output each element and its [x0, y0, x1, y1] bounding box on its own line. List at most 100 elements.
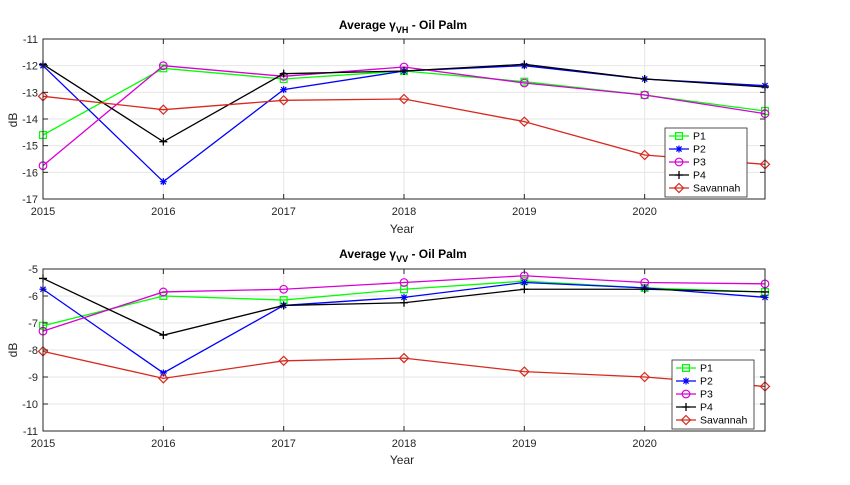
legend-label: P3 [700, 389, 713, 401]
y-tick-label: -14 [22, 114, 38, 126]
y-tick-label: -15 [22, 141, 38, 153]
data-point [278, 355, 290, 367]
series-p4 [39, 274, 769, 340]
x-tick-label: 2019 [512, 206, 536, 218]
data-point [159, 331, 168, 340]
data-point [158, 287, 168, 297]
series-line [42, 95, 766, 165]
series-line [42, 275, 766, 332]
y-axis-label: dB [6, 113, 20, 128]
legend-marker [681, 389, 691, 399]
data-point [157, 373, 169, 384]
legend-entry: P2 [676, 376, 713, 388]
data-point [518, 116, 530, 128]
x-tick-label: 2016 [151, 206, 175, 218]
data-point [279, 69, 288, 78]
data-point [279, 301, 288, 310]
y-axis-label: dB [6, 343, 20, 358]
data-point [639, 149, 651, 161]
legend-marker [675, 145, 683, 153]
data-point [520, 285, 529, 294]
x-axis-label: Year [390, 222, 414, 236]
data-point [279, 284, 289, 294]
legend-entry: P4 [676, 402, 713, 414]
legend-label: Savannah [700, 415, 747, 427]
legend-label: P1 [693, 131, 706, 143]
x-tick-label: 2017 [271, 438, 295, 450]
data-point [639, 371, 651, 383]
y-tick-label: -13 [22, 87, 38, 99]
data-point [519, 78, 529, 88]
data-point [157, 104, 169, 116]
legend-entry: P3 [676, 389, 713, 401]
x-tick-label: 2019 [512, 438, 536, 450]
data-point [518, 366, 530, 377]
chart-vh: Average γVH - Oil Palm 2015 2016 2017 2018 2… [6, 18, 771, 236]
legend-label: Savannah [693, 183, 740, 195]
x-tick-label: 2020 [632, 206, 656, 218]
data-point [399, 278, 409, 287]
data-point [400, 67, 408, 75]
legend-label: P4 [700, 402, 713, 414]
chart-title: Average γVH - Oil Palm [339, 18, 467, 35]
data-point [159, 178, 167, 186]
y-tick-label: -7 [28, 318, 38, 330]
legend-label: P1 [700, 363, 713, 375]
data-point [398, 93, 410, 105]
x-tick-label: 2015 [31, 438, 55, 450]
legend-entry: P1 [669, 131, 706, 143]
legend-marker [682, 403, 690, 411]
data-point [640, 285, 649, 294]
y-tick-label: -17 [22, 194, 38, 206]
data-point [520, 279, 528, 286]
legend-label: P3 [693, 157, 706, 169]
data-point [398, 352, 410, 364]
legend-marker [682, 377, 690, 385]
legend-label: P2 [693, 144, 706, 156]
legend-marker [674, 132, 683, 141]
series-savannah [37, 90, 771, 170]
y-tick-label: -11 [23, 34, 38, 46]
data-point [158, 61, 168, 71]
x-tick-label: 2020 [632, 438, 656, 450]
legend-label: P2 [700, 376, 713, 388]
data-point [640, 75, 649, 83]
data-point [159, 369, 167, 377]
y-tick-label: -6 [28, 291, 38, 303]
chart-vv: Average γVV - Oil Palm 2015 2016 2017 2018 2… [6, 247, 771, 467]
legend-marker [675, 171, 683, 179]
data-point [159, 137, 168, 146]
y-tick-label: -10 [22, 399, 38, 411]
x-tick-label: 2017 [271, 206, 295, 218]
data-point [280, 86, 288, 94]
legend-marker [681, 364, 690, 373]
legend-marker [674, 157, 684, 167]
data-point [278, 94, 290, 106]
y-tick-label: -16 [22, 167, 38, 179]
series-p4 [39, 60, 769, 146]
series-line [42, 350, 766, 388]
y-tick-label: -12 [22, 61, 38, 73]
y-tick-label: -11 [23, 426, 38, 438]
y-tick-label: -8 [28, 345, 38, 357]
data-point [400, 293, 408, 301]
legend-entry: P2 [669, 144, 706, 156]
chart-title: Average γVV - Oil Palm [339, 247, 467, 264]
legend-marker [673, 182, 685, 194]
legend-entry: Savannah [676, 415, 747, 427]
x-tick-label: 2016 [151, 438, 175, 450]
legend-label: P4 [693, 170, 706, 182]
data-point [400, 298, 408, 307]
y-tick-label: -9 [28, 372, 38, 384]
data-point [520, 60, 529, 69]
legend-entry: P4 [669, 170, 706, 182]
y-tick-label: -5 [28, 264, 38, 276]
legend-marker [680, 414, 692, 426]
legend-entry: Savannah [669, 183, 740, 195]
x-axis-label: Year [390, 453, 414, 467]
legend-entry: P1 [676, 363, 713, 375]
x-tick-label: 2015 [31, 206, 55, 218]
x-tick-label: 2018 [392, 206, 416, 218]
